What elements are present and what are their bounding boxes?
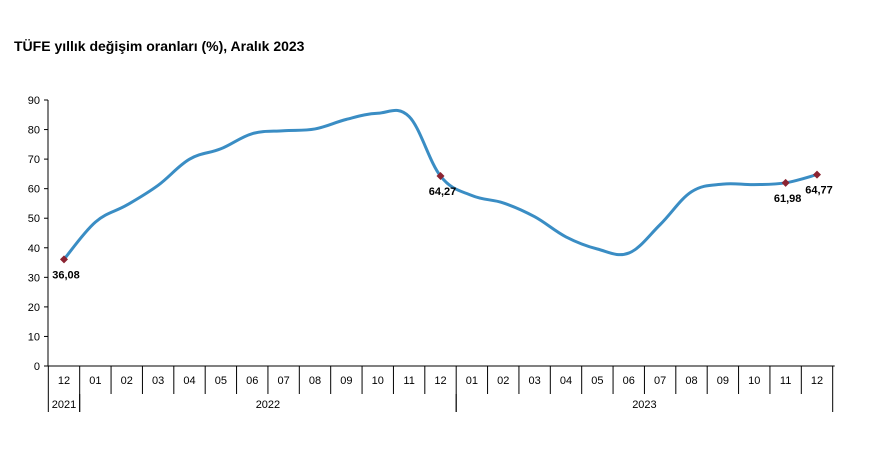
x-tick-label: 06: [246, 375, 258, 387]
y-tick-label: 0: [34, 361, 40, 373]
data-point-marker: [813, 170, 821, 179]
x-tick-label: 06: [623, 375, 635, 387]
y-tick-label: 20: [28, 302, 40, 314]
y-tick-label: 70: [28, 154, 40, 166]
x-tick-label: 08: [685, 375, 697, 387]
data-label: 61,98: [774, 193, 802, 205]
x-tick-label: 04: [560, 375, 572, 387]
x-tick-label: 12: [434, 375, 446, 387]
data-label: 64,77: [805, 185, 833, 197]
x-tick-label: 03: [529, 375, 541, 387]
x-tick-label: 09: [340, 375, 352, 387]
x-tick-label: 09: [717, 375, 729, 387]
x-tick-label: 12: [58, 375, 70, 387]
x-tick-label: 07: [278, 375, 290, 387]
y-tick-label: 90: [28, 95, 40, 107]
data-label: 64,27: [429, 186, 457, 198]
data-series: [62, 108, 818, 261]
x-tick-label: 10: [748, 375, 760, 387]
x-tick-label: 12: [811, 375, 823, 387]
x-tick-label: 11: [780, 375, 791, 387]
y-tick-label: 10: [28, 331, 40, 343]
series-line: [62, 108, 818, 261]
x-tick-label: 01: [466, 375, 478, 387]
y-tick-label: 80: [28, 125, 40, 137]
y-tick-label: 30: [28, 272, 40, 284]
x-tick-label: 03: [152, 375, 164, 387]
y-tick-label: 40: [28, 243, 40, 255]
data-point-marker: [781, 178, 790, 187]
x-tick-label: 10: [372, 375, 384, 387]
x-tick-label: 02: [121, 375, 133, 387]
year-label: 2021: [52, 399, 76, 411]
x-tick-label: 05: [215, 375, 227, 387]
x-tick-label: 04: [183, 375, 195, 387]
data-point-marker: [60, 255, 68, 264]
x-tick-label: 01: [89, 375, 101, 387]
data-markers: [60, 170, 821, 264]
x-tick-label: 08: [309, 375, 321, 387]
year-label: 2023: [632, 399, 656, 411]
x-tick-label: 11: [403, 375, 414, 387]
chart-title: TÜFE yıllık değişim oranları (%), Aralık…: [14, 38, 305, 54]
y-tick-label: 60: [28, 184, 40, 196]
x-tick-label: 02: [497, 375, 509, 387]
data-point-marker: [436, 172, 445, 181]
y-tick-label: 50: [28, 213, 40, 225]
year-label: 2022: [256, 399, 280, 411]
data-label: 36,08: [52, 269, 80, 281]
x-tick-label: 05: [591, 375, 603, 387]
x-tick-label: 07: [654, 375, 666, 387]
